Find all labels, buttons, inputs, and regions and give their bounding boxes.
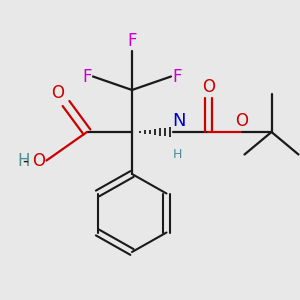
Text: F: F — [82, 68, 92, 85]
Text: H: H — [173, 148, 183, 160]
Text: O: O — [235, 112, 248, 130]
Text: O: O — [32, 152, 45, 169]
Text: -: - — [22, 152, 28, 169]
Text: F: F — [127, 32, 137, 50]
Text: N: N — [172, 112, 186, 130]
Text: O: O — [52, 84, 64, 102]
Text: F: F — [172, 68, 182, 85]
Text: H: H — [17, 152, 30, 169]
Text: O: O — [202, 78, 215, 96]
